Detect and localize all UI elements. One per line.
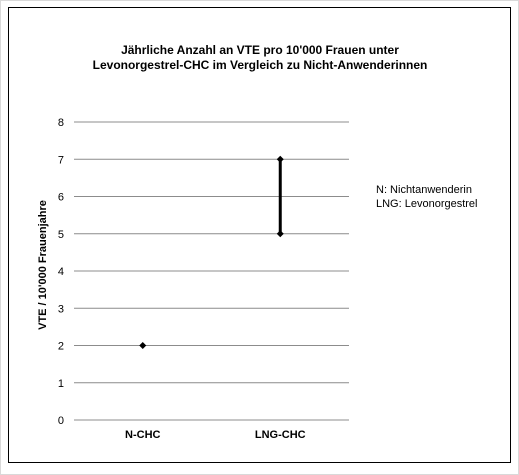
y-tick-label: 6 xyxy=(58,192,64,204)
y-tick-label: 8 xyxy=(58,117,64,129)
y-tick-label: 1 xyxy=(58,378,64,390)
y-axis-label: VTE / 10'000 Frauenjahre xyxy=(37,200,49,330)
data-point-n-chc xyxy=(139,342,147,349)
y-tick-label: 0 xyxy=(58,415,64,427)
vte-chart: Jährliche Anzahl an VTE pro 10'000 Fraue… xyxy=(37,43,478,441)
x-category-labels: N-CHC LNG-CHC xyxy=(125,429,306,441)
data-point-lng-chc xyxy=(276,155,284,163)
y-tick-label: 7 xyxy=(58,154,64,166)
x-category-label: LNG-CHC xyxy=(255,429,306,441)
y-tick-label: 5 xyxy=(58,229,64,241)
y-tick-labels: 0 1 2 3 4 5 6 7 8 xyxy=(58,117,64,427)
chart-panel: Jährliche Anzahl an VTE pro 10'000 Fraue… xyxy=(8,7,511,463)
chart-title-line-1: Jährliche Anzahl an VTE pro 10'000 Fraue… xyxy=(121,43,399,57)
y-tick-label: 2 xyxy=(58,341,64,353)
grid-lines xyxy=(74,121,349,421)
data-marks xyxy=(139,155,284,349)
chart-title-line-2: Levonorgestrel-CHC im Vergleich zu Nicht… xyxy=(93,58,428,72)
x-category-label: N-CHC xyxy=(125,429,160,441)
y-tick-label: 4 xyxy=(58,266,64,278)
legend-note-levonorgestrel: LNG: Levonorgestrel xyxy=(376,198,478,210)
y-tick-label: 3 xyxy=(58,303,64,315)
data-point-lng-chc xyxy=(276,230,284,238)
legend-note-nichtanwenderin: N: Nichtanwenderin xyxy=(376,184,472,196)
